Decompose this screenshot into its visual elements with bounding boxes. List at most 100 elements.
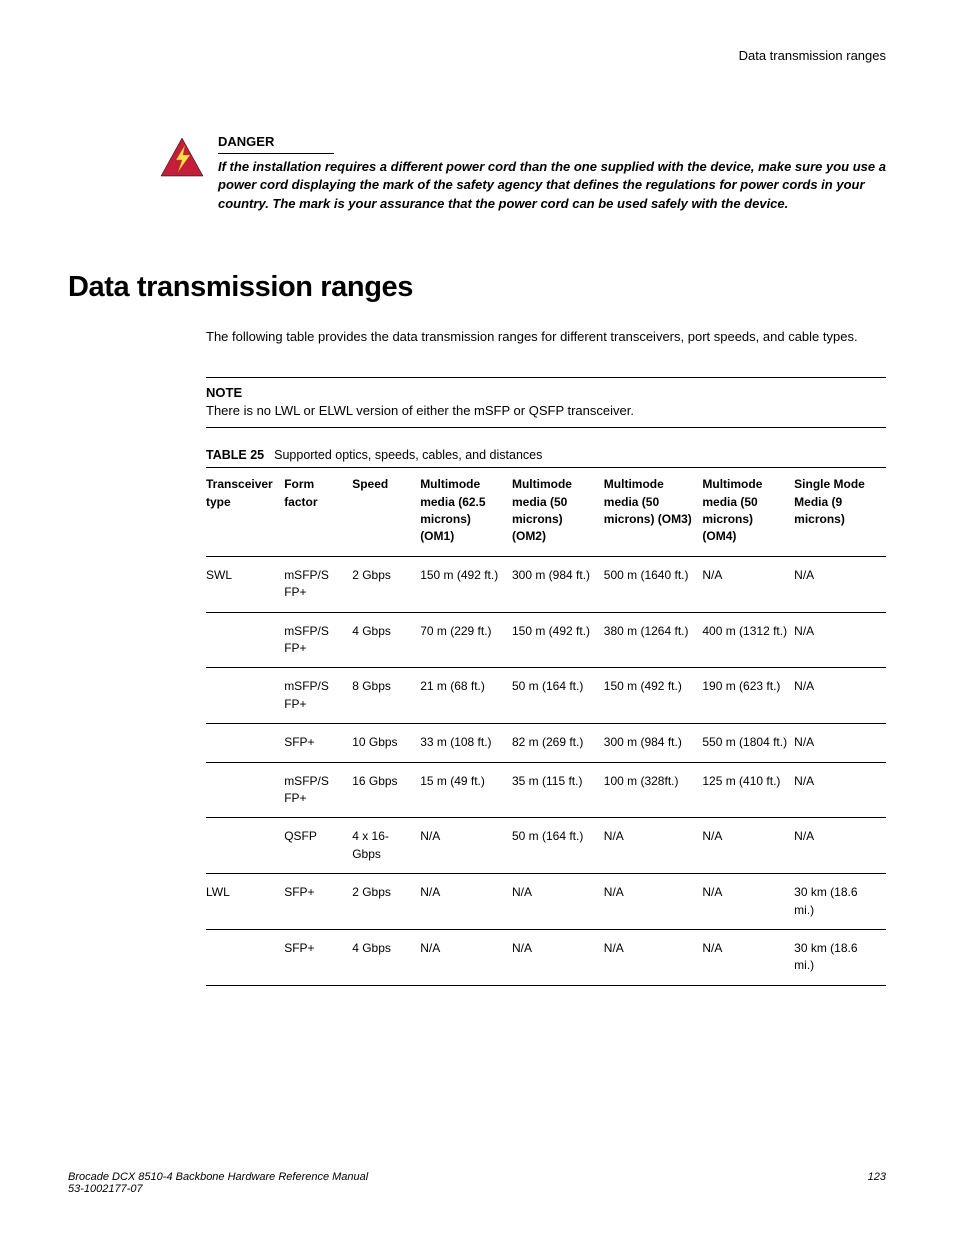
table-cell: 550 m (1804 ft.) [702, 724, 794, 762]
table-cell [206, 929, 284, 985]
table-cell: N/A [604, 929, 703, 985]
danger-block: DANGER If the installation requires a di… [160, 133, 886, 213]
col-header: Transceiver type [206, 468, 284, 556]
col-header: Form factor [284, 468, 352, 556]
table-cell: 33 m (108 ft.) [420, 724, 512, 762]
table-cell: N/A [420, 818, 512, 874]
footer: Brocade DCX 8510-4 Backbone Hardware Ref… [68, 1171, 886, 1195]
col-header: Multimode media (62.5 microns) (OM1) [420, 468, 512, 556]
section-intro: The following table provides the data tr… [206, 328, 886, 347]
table-cell: 70 m (229 ft.) [420, 612, 512, 668]
table-cell: N/A [512, 929, 604, 985]
table-cell: LWL [206, 874, 284, 930]
table-cell: N/A [604, 874, 703, 930]
table-cell: N/A [702, 874, 794, 930]
table-cell: 150 m (492 ft.) [420, 556, 512, 612]
table-row: QSFP4 x 16- GbpsN/A50 m (164 ft.)N/AN/AN… [206, 818, 886, 874]
optics-table: Transceiver typeForm factorSpeedMultimod… [206, 468, 886, 985]
table-cell: QSFP [284, 818, 352, 874]
danger-icon [160, 137, 204, 177]
note-body: There is no LWL or ELWL version of eithe… [206, 402, 886, 421]
table-cell: mSFP/S FP+ [284, 762, 352, 818]
table-row: mSFP/S FP+16 Gbps15 m (49 ft.)35 m (115 … [206, 762, 886, 818]
table-cell: 50 m (164 ft.) [512, 668, 604, 724]
table-row: LWLSFP+2 GbpsN/AN/AN/AN/A30 km (18.6 mi.… [206, 874, 886, 930]
footer-page: 123 [868, 1171, 886, 1195]
table-cell: N/A [794, 556, 886, 612]
table-row: SFP+4 GbpsN/AN/AN/AN/A30 km (18.6 mi.) [206, 929, 886, 985]
table-cell: mSFP/S FP+ [284, 556, 352, 612]
table-cell: 380 m (1264 ft.) [604, 612, 703, 668]
table-cell: N/A [702, 929, 794, 985]
table-cell: 30 km (18.6 mi.) [794, 874, 886, 930]
table-cell [206, 762, 284, 818]
table-header-row: Transceiver typeForm factorSpeedMultimod… [206, 468, 886, 556]
table-cell: 82 m (269 ft.) [512, 724, 604, 762]
page: Data transmission ranges DANGER If the i… [0, 0, 954, 1235]
table-cell: 300 m (984 ft.) [512, 556, 604, 612]
table-cell: mSFP/S FP+ [284, 668, 352, 724]
footer-docnum: 53-1002177-07 [68, 1183, 143, 1195]
table-cell: N/A [794, 762, 886, 818]
table-row: mSFP/S FP+4 Gbps70 m (229 ft.)150 m (492… [206, 612, 886, 668]
table-caption-label: TABLE 25 [206, 448, 264, 462]
table-cell: 2 Gbps [352, 874, 420, 930]
note-label: NOTE [206, 384, 886, 403]
table-cell: 8 Gbps [352, 668, 420, 724]
table-cell: 16 Gbps [352, 762, 420, 818]
table-cell: 300 m (984 ft.) [604, 724, 703, 762]
table-cell: 10 Gbps [352, 724, 420, 762]
table-cell: SFP+ [284, 724, 352, 762]
col-header: Speed [352, 468, 420, 556]
table-cell: N/A [512, 874, 604, 930]
table-cell: 150 m (492 ft.) [512, 612, 604, 668]
table-cell: 4 x 16- Gbps [352, 818, 420, 874]
table-cell: SWL [206, 556, 284, 612]
footer-title: Brocade DCX 8510-4 Backbone Hardware Ref… [68, 1171, 368, 1183]
table-cell: N/A [420, 874, 512, 930]
table-cell: 190 m (623 ft.) [702, 668, 794, 724]
table-cell: N/A [794, 724, 886, 762]
table-cell: 4 Gbps [352, 929, 420, 985]
table-cell: 50 m (164 ft.) [512, 818, 604, 874]
table-cell: N/A [794, 612, 886, 668]
table-cell: 2 Gbps [352, 556, 420, 612]
table-cell: 400 m (1312 ft.) [702, 612, 794, 668]
table-cell [206, 724, 284, 762]
table-cell: SFP+ [284, 874, 352, 930]
table-cell: N/A [604, 818, 703, 874]
table-caption: TABLE 25Supported optics, speeds, cables… [206, 448, 886, 468]
table-cell: 15 m (49 ft.) [420, 762, 512, 818]
col-header: Multimode media (50 microns) (OM2) [512, 468, 604, 556]
running-header: Data transmission ranges [68, 48, 886, 63]
table-row: SFP+10 Gbps33 m (108 ft.)82 m (269 ft.)3… [206, 724, 886, 762]
table-cell: N/A [420, 929, 512, 985]
table-cell: 150 m (492 ft.) [604, 668, 703, 724]
table-cell: 30 km (18.6 mi.) [794, 929, 886, 985]
table-cell: 125 m (410 ft.) [702, 762, 794, 818]
table-cell: 100 m (328ft.) [604, 762, 703, 818]
table-cell: N/A [702, 556, 794, 612]
table-cell: 21 m (68 ft.) [420, 668, 512, 724]
table-cell: 500 m (1640 ft.) [604, 556, 703, 612]
col-header: Single Mode Media (9 microns) [794, 468, 886, 556]
table-wrap: TABLE 25Supported optics, speeds, cables… [206, 448, 886, 985]
table-cell: N/A [794, 668, 886, 724]
note-block: NOTE There is no LWL or ELWL version of … [206, 377, 886, 429]
col-header: Multimode media (50 microns) (OM3) [604, 468, 703, 556]
danger-body: If the installation requires a different… [218, 158, 886, 213]
col-header: Multimode media (50 microns) (OM4) [702, 468, 794, 556]
table-cell [206, 818, 284, 874]
section-title: Data transmission ranges [68, 271, 886, 304]
footer-left: Brocade DCX 8510-4 Backbone Hardware Ref… [68, 1171, 368, 1195]
danger-text: DANGER If the installation requires a di… [218, 133, 886, 213]
table-cell [206, 612, 284, 668]
table-row: SWLmSFP/S FP+2 Gbps150 m (492 ft.)300 m … [206, 556, 886, 612]
table-cell: N/A [702, 818, 794, 874]
danger-label: DANGER [218, 133, 334, 154]
table-cell: N/A [794, 818, 886, 874]
table-cell: 4 Gbps [352, 612, 420, 668]
table-cell: mSFP/S FP+ [284, 612, 352, 668]
table-cell [206, 668, 284, 724]
table-cell: 35 m (115 ft.) [512, 762, 604, 818]
